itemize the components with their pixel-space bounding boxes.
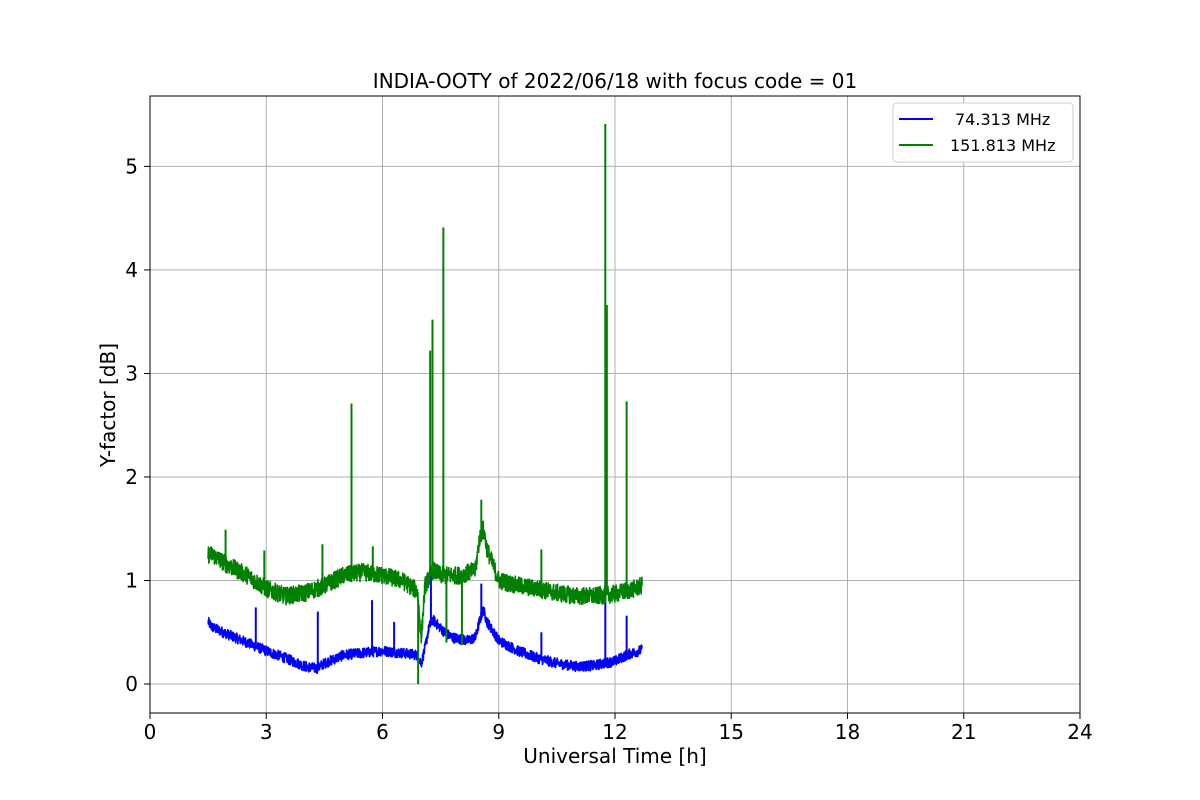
x-tick-label: 9 <box>492 720 505 744</box>
y-tick-label: 4 <box>125 258 138 282</box>
y-axis: 0 1 2 3 4 5 <box>125 154 150 696</box>
y-tick-label: 2 <box>125 465 138 489</box>
series-1-line <box>207 606 643 674</box>
x-axis-label: Universal Time [h] <box>523 744 706 768</box>
y-tick-label: 1 <box>125 568 138 592</box>
x-tick-label: 6 <box>376 720 389 744</box>
x-tick-label: 15 <box>719 720 744 744</box>
legend-box <box>892 102 1074 163</box>
legend: 74.313 MHz 151.813 MHz <box>892 102 1074 163</box>
y-tick-label: 0 <box>125 672 138 696</box>
y-axis-label: Y-factor [dB] <box>96 343 120 468</box>
x-tick-label: 3 <box>260 720 273 744</box>
x-tick-label: 21 <box>951 720 976 744</box>
plot-area <box>207 123 643 685</box>
legend-label-series-2: 151.813 MHz <box>950 136 1055 155</box>
y-tick-label: 3 <box>125 361 138 385</box>
x-tick-label: 18 <box>835 720 860 744</box>
x-tick-label: 12 <box>602 720 627 744</box>
chart-title: INDIA-OOTY of 2022/06/18 with focus code… <box>373 69 857 93</box>
legend-label-series-1: 74.313 MHz <box>955 110 1050 129</box>
y-tick-label: 5 <box>125 154 138 178</box>
x-tick-label: 0 <box>144 720 157 744</box>
series-2-line <box>207 520 643 644</box>
x-axis: 0 3 6 9 12 15 18 21 24 <box>144 713 1093 744</box>
x-tick-label: 24 <box>1067 720 1092 744</box>
